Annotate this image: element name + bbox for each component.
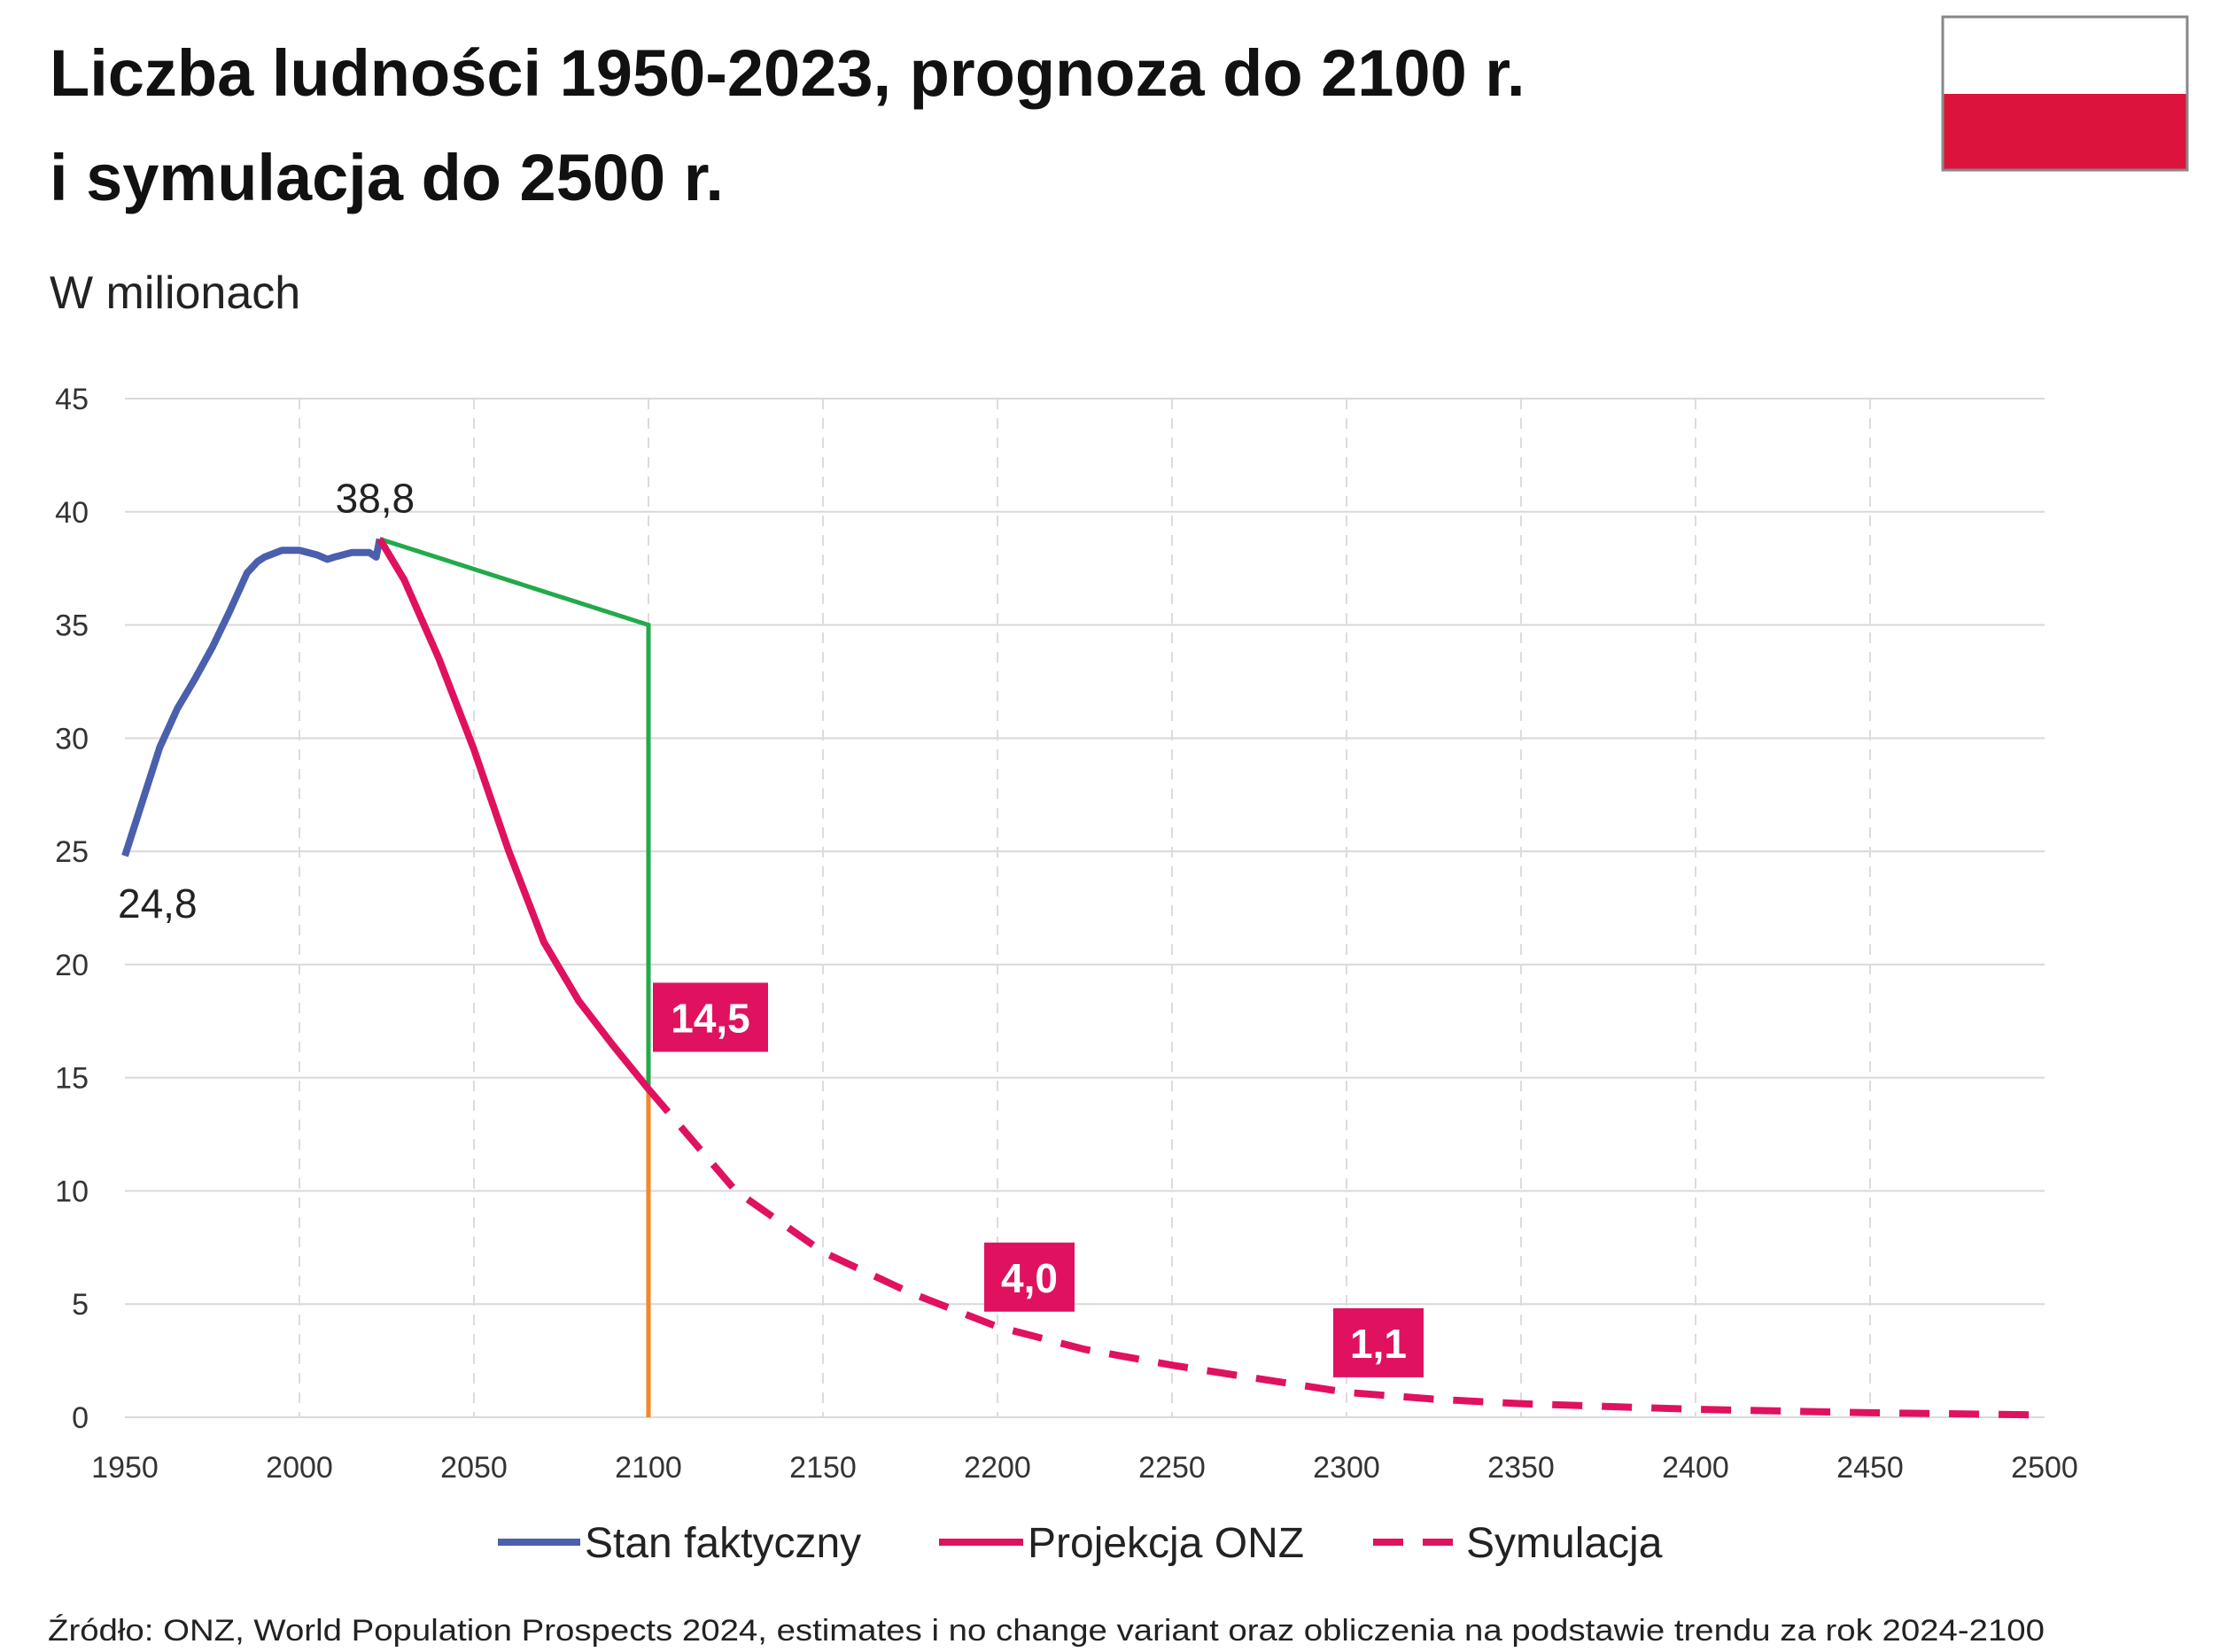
annotations: 24,8 38,8 14,5 4,0 1,1 [118,475,1424,1377]
y-tick-label: 25 [55,835,89,869]
y-tick-label: 20 [55,949,89,982]
axis-ticks: 0 5 10 15 20 25 30 35 40 45 1950 2000 2050 2100 2150 22… [55,383,2078,1485]
x-tick-label: 2450 [1836,1451,1904,1485]
series-lines [121,537,2045,1419]
data-label-box [653,982,768,1052]
guide-line [378,537,651,1090]
y-tick-label: 30 [55,722,89,756]
x-tick-label: 2500 [2011,1451,2078,1485]
series-line-stan-faktyczny [121,538,384,857]
y-tick-label: 15 [55,1062,89,1096]
series-line-symulacja [645,1086,2045,1419]
data-label: 1,1 [1350,1321,1407,1367]
legend-label-projection: Projekcja ONZ [1028,1520,1304,1567]
data-label: 4,0 [1001,1255,1058,1301]
poland-flag [1941,15,2189,172]
y-tick-label: 40 [55,496,89,530]
chart-title-line1: Liczba ludności 1950-2023, prognoza do 2… [50,36,1525,110]
x-tick-label: 2350 [1487,1451,1555,1485]
gridlines [125,398,2045,1418]
unit-label: W milionach [50,268,300,319]
x-tick-label: 2100 [615,1451,682,1485]
legend-label-actual: Stan faktyczny [585,1520,861,1567]
x-tick-label: 2300 [1313,1451,1380,1485]
source-note: Źródło: ONZ, World Population Prospects … [48,1614,2045,1648]
x-tick-label: 1950 [91,1451,159,1485]
data-label-box [1333,1307,1424,1377]
y-tick-label: 5 [72,1288,89,1322]
legend: Stan faktyczny Projekcja ONZ Symulacja [498,1520,1663,1567]
y-tick-label: 45 [55,383,89,416]
y-tick-label: 0 [72,1401,89,1435]
x-tick-label: 2400 [1662,1451,1729,1485]
data-label-box [984,1242,1075,1312]
x-tick-label: 2150 [789,1451,857,1485]
data-label: 24,8 [118,880,198,927]
x-tick-label: 2050 [440,1451,508,1485]
x-tick-label: 2000 [266,1451,333,1485]
x-tick-label: 2200 [964,1451,1031,1485]
flag-border [1941,15,2189,172]
chart-title-line2: i symulacja do 2500 r. [50,141,724,214]
legend-label-simulation: Symulacja [1466,1520,1663,1567]
y-tick-label: 35 [55,609,89,643]
x-tick-label: 2250 [1138,1451,1206,1485]
data-label: 38,8 [336,475,415,521]
series-line-projekcja-onz [376,537,652,1091]
data-label: 14,5 [671,995,750,1041]
y-tick-label: 10 [55,1175,89,1208]
flag-red [1943,94,2187,170]
flag-white [1943,17,2187,94]
